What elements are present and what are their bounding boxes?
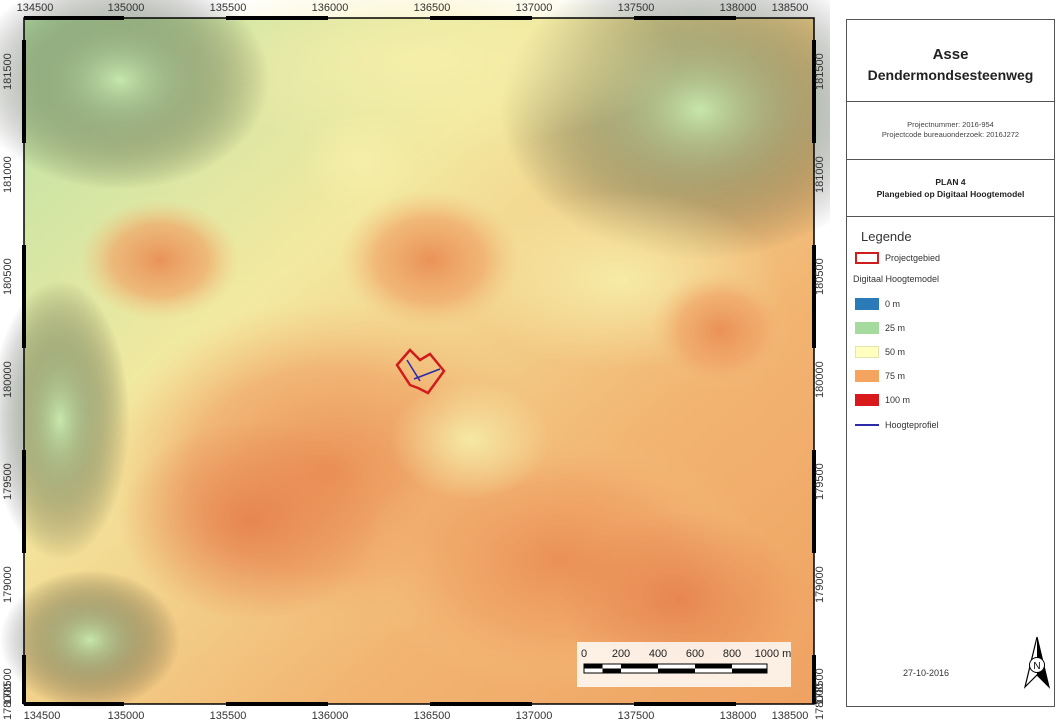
legend-label: 0 m: [885, 299, 900, 309]
y-tick-right: 178000: [814, 683, 826, 720]
x-tick-bottom: 136000: [312, 710, 349, 722]
project-number: Projectnummer: 2016-954: [847, 120, 1054, 129]
y-tick-left: 179500: [2, 463, 14, 500]
legend-item-100m: 100 m: [855, 393, 910, 407]
legend-label: 50 m: [885, 347, 905, 357]
x-tick-bottom: 138000: [720, 710, 757, 722]
legend-label: 100 m: [885, 395, 910, 405]
x-tick-bottom: 134500: [24, 710, 61, 722]
plan-number: PLAN 4: [847, 177, 1054, 187]
scale-bar-graphic: [577, 642, 791, 687]
x-tick-top: 137000: [516, 2, 553, 14]
color-swatch: [855, 322, 879, 334]
x-tick-top: 135000: [108, 2, 145, 14]
y-tick-left: 180000: [2, 361, 14, 398]
x-tick-bottom: 138500: [772, 710, 809, 722]
plan-title: Plangebied op Digitaal Hoogtemodel: [847, 189, 1054, 199]
legend-item-hoogteprofiel: Hoogteprofiel: [855, 418, 939, 432]
x-tick-top: 138000: [720, 2, 757, 14]
color-swatch: [855, 394, 879, 406]
y-tick-right: 180000: [814, 361, 826, 398]
x-tick-bottom: 137500: [618, 710, 655, 722]
map-info-panel: Asse Dendermondsesteenweg Projectnummer:…: [846, 19, 1055, 707]
project-info-box: Projectnummer: 2016-954 Projectcode bure…: [847, 101, 1054, 160]
x-tick-top: 136000: [312, 2, 349, 14]
legend-label: 25 m: [885, 323, 905, 333]
hoogteprofiel-swatch: [855, 424, 879, 426]
x-tick-top: 135500: [210, 2, 247, 14]
legend-item-0m: 0 m: [855, 297, 900, 311]
y-tick-left: 181500: [2, 53, 14, 90]
y-tick-right: 180500: [814, 258, 826, 295]
legend-item-projectgebied: Projectgebied: [855, 251, 940, 265]
north-arrow-icon: N: [1023, 635, 1051, 689]
y-tick-left: 178000: [2, 683, 14, 720]
y-tick-right: 179000: [814, 566, 826, 603]
x-tick-top: 136500: [414, 2, 451, 14]
projectgebied-swatch: [855, 252, 879, 264]
title-box: Asse Dendermondsesteenweg: [847, 20, 1054, 102]
x-tick-bottom: 135500: [210, 710, 247, 722]
color-swatch: [855, 298, 879, 310]
x-tick-top: 138500: [772, 2, 809, 14]
legend-label: Projectgebied: [885, 253, 940, 263]
x-tick-top: 134500: [17, 2, 54, 14]
x-tick-bottom: 137000: [516, 710, 553, 722]
legend-item-75m: 75 m: [855, 369, 905, 383]
north-label: N: [1033, 661, 1040, 672]
map-date: 27-10-2016: [903, 668, 949, 678]
map-title-line2: Dendermondsesteenweg: [847, 67, 1054, 83]
y-tick-right: 179500: [814, 463, 826, 500]
plan-box: PLAN 4 Plangebied op Digitaal Hoogtemode…: [847, 159, 1054, 217]
x-tick-bottom: 136500: [414, 710, 451, 722]
y-tick-left: 181000: [2, 156, 14, 193]
project-code: Projectcode bureauonderzoek: 2016J272: [847, 130, 1054, 139]
y-tick-right: 181500: [814, 53, 826, 90]
map-title-line1: Asse: [847, 46, 1054, 63]
legend-title: Legende: [861, 229, 912, 244]
legend-label: 75 m: [885, 371, 905, 381]
y-tick-right: 181000: [814, 156, 826, 193]
scale-bar: 0 200 400 600 800 1000 m: [577, 642, 791, 687]
y-tick-left: 179000: [2, 566, 14, 603]
legend-dhm-title: Digitaal Hoogtemodel: [853, 274, 939, 284]
color-swatch: [855, 370, 879, 382]
legend-label: Hoogteprofiel: [885, 420, 939, 430]
y-tick-left: 180500: [2, 258, 14, 295]
map-frame[interactable]: 134500 135000 135500 136000 136500 13700…: [0, 0, 830, 724]
color-swatch: [855, 346, 879, 358]
legend-item-25m: 25 m: [855, 321, 905, 335]
x-tick-bottom: 135000: [108, 710, 145, 722]
legend-item-50m: 50 m: [855, 345, 905, 359]
elevation-map[interactable]: [0, 0, 830, 724]
x-tick-top: 137500: [618, 2, 655, 14]
